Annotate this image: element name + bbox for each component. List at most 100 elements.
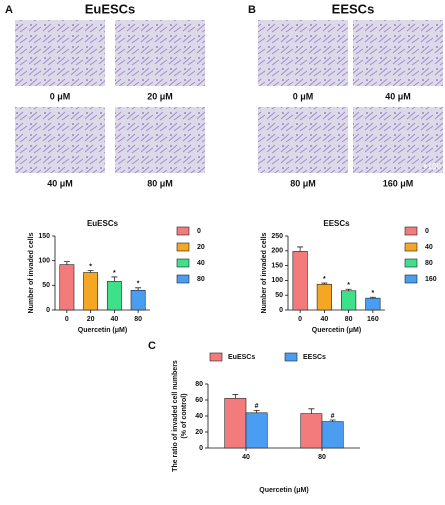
error-bar	[308, 408, 315, 414]
y-tick-label: 150	[38, 233, 50, 240]
y-axis-label: The ratio of invaded cell numbers	[172, 360, 179, 472]
y-tick-label: 50	[42, 282, 50, 289]
y-tick-label: 100	[271, 277, 283, 284]
x-axis-label: Quercetin (μM)	[259, 487, 308, 494]
y-tick-label: 80	[195, 381, 203, 388]
micrograph	[115, 107, 205, 173]
micrograph	[258, 107, 348, 173]
bar	[130, 289, 146, 311]
image-label: 40 μM	[385, 91, 411, 101]
legend-swatch	[404, 274, 418, 284]
bar	[83, 272, 99, 311]
legend-swatch	[404, 258, 418, 268]
annotation: *	[137, 281, 140, 288]
error-bar	[253, 410, 260, 413]
error-bar	[321, 282, 328, 285]
error-bar	[232, 394, 239, 399]
image-label: 0 μM	[50, 91, 71, 101]
legend-swatch	[284, 352, 298, 362]
x-tick-label: 0	[65, 316, 69, 323]
y-axis-label: Number of invaded cells	[28, 232, 35, 313]
error-bar	[135, 287, 142, 291]
x-tick-label: 80	[134, 316, 142, 323]
legend-swatch	[176, 226, 190, 236]
bar	[321, 421, 344, 449]
x-tick-label: 20	[87, 316, 95, 323]
x-tick-label: 80	[318, 454, 326, 461]
y-axis-label: Number of invaded cells	[261, 232, 268, 313]
legend-swatch	[176, 258, 190, 268]
micrograph	[353, 20, 443, 86]
y-tick-label: 20	[195, 429, 203, 436]
annotation: *	[113, 270, 116, 277]
error-bar	[329, 419, 336, 422]
legend-label: 80	[197, 276, 205, 283]
annotation: *	[89, 263, 92, 270]
legend-swatch	[404, 242, 418, 252]
annotation: *	[347, 282, 350, 289]
annotation: #	[331, 413, 335, 420]
y-tick-label: 250	[271, 233, 283, 240]
x-tick-label: 40	[320, 316, 328, 323]
x-tick-label: 40	[110, 316, 118, 323]
x-tick-label: 160	[367, 316, 379, 323]
chart-title: EESCs	[323, 219, 350, 228]
micrograph	[353, 107, 443, 173]
bar	[106, 281, 122, 311]
y-tick-label: 60	[195, 397, 203, 404]
annotation: *	[372, 290, 375, 297]
legend-label: EuESCs	[228, 354, 255, 361]
y-tick-label: 40	[195, 413, 203, 420]
image-label: 80 μM	[290, 178, 316, 188]
y-tick-label: 100	[38, 258, 50, 265]
bar	[292, 251, 308, 311]
legend-swatch	[176, 274, 190, 284]
image-label: 20 μM	[147, 91, 173, 101]
micrograph	[115, 20, 205, 86]
bar	[341, 290, 357, 311]
bar	[245, 412, 268, 449]
annotation: #	[255, 403, 259, 410]
legend-swatch	[176, 242, 190, 252]
error-bar	[369, 296, 376, 299]
panel-title: EESCs	[332, 1, 375, 16]
micrograph	[15, 107, 105, 173]
error-bar	[297, 246, 304, 252]
micrograph	[258, 20, 348, 86]
x-axis-label: Quercetin (μM)	[312, 327, 361, 334]
bar	[59, 264, 75, 311]
chart-title: EuESCs	[87, 219, 119, 228]
legend-label: 0	[197, 228, 201, 235]
error-bar	[63, 261, 70, 265]
legend-label: 20	[197, 244, 205, 251]
micrograph	[15, 20, 105, 86]
y-tick-label: 0	[279, 307, 283, 314]
panel-letter: A	[5, 4, 13, 16]
y-tick-label: 200	[271, 248, 283, 255]
bar	[316, 283, 332, 311]
legend-swatch	[404, 226, 418, 236]
x-axis-label: Quercetin (μM)	[78, 327, 127, 334]
error-bar	[345, 288, 352, 291]
legend-label: 160	[425, 276, 437, 283]
y-tick-label: 0	[46, 307, 50, 314]
image-label: 80 μM	[147, 178, 173, 188]
legend-label: 40	[425, 244, 433, 251]
x-tick-label: 80	[345, 316, 353, 323]
image-label: 160 μM	[383, 178, 414, 188]
x-tick-label: 0	[298, 316, 302, 323]
legend-label: 80	[425, 260, 433, 267]
legend-label: EESCs	[303, 354, 326, 361]
error-bar	[111, 276, 118, 282]
y-tick-label: 150	[271, 262, 283, 269]
x-tick-label: 40	[242, 454, 250, 461]
bar	[224, 398, 247, 449]
legend-swatch	[209, 352, 223, 362]
annotation: *	[323, 276, 326, 283]
bar	[300, 413, 323, 449]
panel-letter: C	[148, 340, 156, 352]
legend-label: 0	[425, 228, 429, 235]
y-axis-label: (% of control)	[181, 393, 188, 438]
